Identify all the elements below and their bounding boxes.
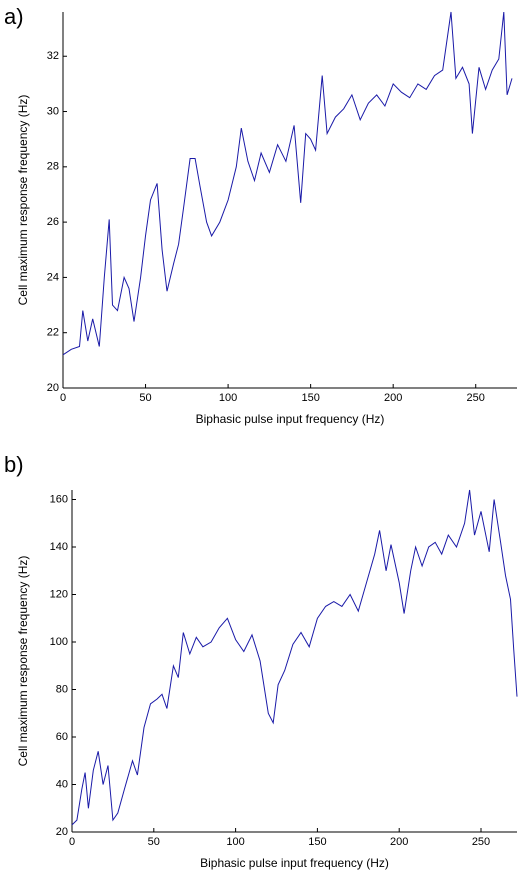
- x-tick-label: 250: [472, 836, 490, 848]
- y-tick-label: 140: [50, 541, 68, 553]
- data-line: [71, 489, 518, 826]
- x-tick-label: 150: [301, 392, 319, 404]
- y-tick-label: 30: [47, 105, 59, 117]
- panel-label: b): [4, 452, 24, 477]
- y-axis-label: Cell maximum response frequency (Hz): [16, 95, 30, 306]
- x-tick-label: 200: [390, 836, 408, 848]
- x-tick-label: 200: [384, 392, 402, 404]
- x-tick-label: 50: [148, 836, 160, 848]
- x-tick-label: 50: [139, 392, 151, 404]
- x-tick-label: 100: [219, 392, 237, 404]
- x-axis-label: Biphasic pulse input frequency (Hz): [200, 856, 389, 870]
- data-line: [62, 11, 513, 356]
- x-tick-label: 150: [308, 836, 326, 848]
- y-tick-label: 160: [50, 493, 68, 505]
- y-tick-label: 120: [50, 588, 68, 600]
- x-tick-label: 250: [467, 392, 485, 404]
- x-tick-label: 0: [69, 836, 75, 848]
- y-tick-label: 40: [56, 778, 68, 790]
- y-tick-label: 24: [47, 271, 59, 283]
- y-tick-label: 26: [47, 216, 59, 228]
- y-tick-label: 20: [47, 382, 59, 394]
- y-tick-label: 32: [47, 50, 59, 62]
- y-tick-label: 100: [50, 636, 68, 648]
- y-tick-label: 28: [47, 161, 59, 173]
- y-tick-label: 80: [56, 683, 68, 695]
- y-tick-label: 20: [56, 826, 68, 838]
- x-tick-label: 100: [226, 836, 244, 848]
- panel-label: a): [4, 4, 24, 29]
- x-axis-label: Biphasic pulse input frequency (Hz): [196, 412, 385, 426]
- y-tick-label: 60: [56, 731, 68, 743]
- y-axis-label: Cell maximum response frequency (Hz): [16, 556, 30, 767]
- x-tick-label: 0: [60, 392, 66, 404]
- y-tick-label: 22: [47, 327, 59, 339]
